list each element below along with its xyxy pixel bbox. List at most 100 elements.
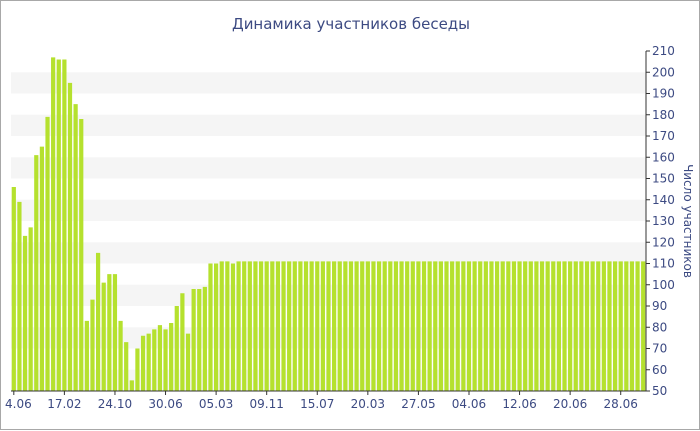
bar	[478, 261, 483, 392]
bar	[562, 261, 567, 392]
bar	[230, 263, 236, 391]
bar	[169, 323, 174, 391]
bar	[461, 261, 466, 392]
bar	[219, 261, 224, 392]
x-tick-label: 04.06	[452, 397, 486, 411]
bar	[67, 82, 73, 392]
bar	[191, 289, 196, 391]
bars-group	[11, 57, 646, 392]
y-tick-label: 200	[652, 65, 675, 79]
grid-band	[11, 199, 646, 221]
bar	[95, 252, 101, 392]
grid-band	[11, 242, 646, 264]
bar	[556, 261, 561, 392]
bar	[596, 261, 601, 392]
chart-title: Динамика участников беседы	[232, 15, 470, 33]
y-tick-label: 170	[652, 129, 675, 143]
bar	[382, 261, 387, 392]
bar	[523, 261, 528, 392]
bar	[197, 289, 202, 391]
bar	[365, 261, 370, 392]
bar	[118, 320, 123, 392]
bar	[500, 261, 505, 392]
x-ticks: 4.06 17.02 24.10 30.06 05.03 09.11 15.07 20.03 2…	[5, 391, 638, 411]
bar	[568, 261, 573, 392]
bar	[17, 201, 22, 392]
bar	[101, 282, 106, 392]
bar	[157, 325, 163, 392]
y-tick-label: 130	[652, 214, 675, 228]
bar	[253, 261, 258, 392]
bar	[629, 261, 635, 392]
bar	[332, 261, 337, 392]
bar	[247, 261, 252, 392]
bar	[607, 261, 612, 392]
bar	[489, 261, 494, 392]
bar	[601, 261, 606, 392]
bar	[73, 104, 78, 392]
y-tick-label: 100	[652, 278, 675, 292]
bar	[51, 57, 56, 392]
bar	[612, 261, 618, 392]
bar	[242, 261, 247, 392]
bar	[326, 261, 331, 392]
grid-band	[11, 157, 646, 179]
bar	[236, 261, 241, 392]
bar	[174, 306, 179, 391]
bar	[45, 116, 50, 392]
bar	[303, 261, 309, 392]
y-tick-label: 80	[652, 320, 667, 334]
bar	[62, 59, 67, 391]
x-tick-label: 12.06	[502, 397, 536, 411]
bar	[124, 342, 129, 392]
bar	[545, 261, 550, 392]
bar	[506, 261, 511, 392]
x-tick-label: 17.02	[47, 397, 81, 411]
bar	[281, 261, 286, 392]
bar	[472, 261, 477, 392]
bar	[399, 261, 404, 392]
y-tick-label: 120	[652, 235, 675, 249]
bar	[466, 261, 472, 392]
bar	[438, 261, 443, 392]
bar	[371, 261, 376, 392]
bar	[112, 274, 118, 392]
y-ticks: 50 60 70 80 90 100 110 120 130 140 150 160 170 180 190…	[646, 44, 675, 398]
bar	[56, 59, 61, 391]
bar	[579, 261, 584, 392]
bar	[483, 261, 488, 392]
bar	[421, 261, 427, 392]
bar	[34, 155, 39, 392]
bar	[214, 263, 219, 391]
bar	[641, 261, 646, 392]
x-tick-label: 15.07	[300, 397, 334, 411]
y-tick-label: 150	[652, 172, 675, 186]
y-tick-label: 60	[652, 363, 667, 377]
bar	[84, 320, 89, 392]
bar	[517, 261, 522, 392]
bar	[208, 263, 213, 391]
bar	[433, 261, 438, 392]
y-tick-label: 180	[652, 108, 675, 122]
bar	[618, 261, 623, 392]
y-tick-label: 90	[652, 299, 667, 313]
bar	[135, 348, 140, 391]
bar	[11, 187, 16, 391]
bar	[315, 261, 320, 392]
bar	[534, 261, 539, 392]
x-tick-label: 28.06	[604, 397, 638, 411]
bar	[584, 261, 590, 392]
bar	[551, 261, 556, 392]
bar	[28, 227, 33, 392]
bar	[275, 261, 281, 392]
bar	[343, 261, 348, 392]
x-tick-label: 27.05	[401, 397, 435, 411]
bar	[258, 261, 264, 392]
bar	[348, 261, 354, 392]
y-tick-label: 140	[652, 193, 675, 207]
bar	[450, 261, 455, 392]
x-tick-label: 24.10	[98, 397, 132, 411]
bar	[270, 261, 275, 392]
bar	[129, 380, 134, 392]
